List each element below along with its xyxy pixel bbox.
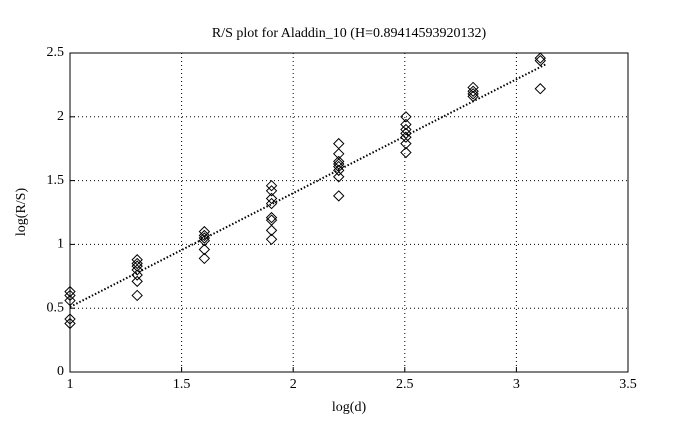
fit-line <box>69 63 546 308</box>
diamond-marker <box>333 148 345 160</box>
y-tick-label: 2.5 <box>47 45 65 60</box>
diamond-marker <box>265 233 278 246</box>
diamond-marker <box>400 137 412 150</box>
diamond-marker <box>400 146 412 159</box>
diamond-marker <box>64 285 76 298</box>
diamond-marker <box>265 179 278 192</box>
diamond-marker <box>131 260 143 272</box>
plot-frame <box>69 52 629 373</box>
diamond-marker <box>467 88 479 100</box>
diamond-marker <box>198 225 211 238</box>
diamond-marker <box>265 197 278 210</box>
diamond-marker <box>131 257 143 270</box>
y-tick-label: 1 <box>57 237 64 252</box>
diamond-marker <box>131 254 143 266</box>
x-tick-label: 1 <box>67 377 74 392</box>
diamond-marker <box>534 52 546 64</box>
diamond-marker <box>198 234 211 247</box>
diamond-marker <box>333 155 345 168</box>
diamond-marker <box>64 294 76 307</box>
diamond-marker <box>131 264 143 276</box>
diamond-marker <box>333 137 345 150</box>
diamond-marker <box>198 243 211 256</box>
diamond-marker <box>64 313 76 325</box>
diamond-marker <box>467 81 479 94</box>
y-tick-label: 1.5 <box>47 173 65 188</box>
diamond-marker <box>400 131 412 143</box>
y-tick-label: 0.5 <box>47 300 65 315</box>
chart-title: R/S plot for Aladdin_10 (H=0.89414593920… <box>212 26 487 41</box>
diamond-marker <box>534 83 546 95</box>
x-tick-label: 1.5 <box>173 377 191 392</box>
diamond-marker <box>131 269 143 281</box>
diamond-marker <box>400 123 412 136</box>
diamond-marker <box>64 289 76 302</box>
diamond-marker <box>400 118 412 131</box>
diamond-marker <box>198 252 211 265</box>
diamond-marker <box>265 211 278 224</box>
x-tick-label: 2 <box>290 377 297 392</box>
diamond-marker <box>333 190 345 202</box>
x-axis-label: log(d) <box>332 400 367 415</box>
x-tick-label: 3.5 <box>619 377 637 392</box>
diamond-marker <box>265 185 278 197</box>
y-tick-label: 0 <box>57 364 64 379</box>
diamond-marker <box>265 224 278 237</box>
diamond-marker <box>400 111 412 123</box>
diamond-marker <box>198 229 211 242</box>
x-tick-label: 3 <box>513 377 520 392</box>
diamond-marker <box>333 171 345 183</box>
diamond-marker <box>131 289 143 302</box>
diamond-marker <box>64 317 76 330</box>
x-tick-label: 2.5 <box>396 377 414 392</box>
diamond-marker <box>265 192 278 205</box>
y-tick-label: 2 <box>57 109 64 124</box>
y-axis-label: log(R/S) <box>14 188 29 237</box>
diamond-marker <box>467 85 479 97</box>
diamond-marker <box>534 54 546 67</box>
diamond-marker <box>131 275 143 288</box>
